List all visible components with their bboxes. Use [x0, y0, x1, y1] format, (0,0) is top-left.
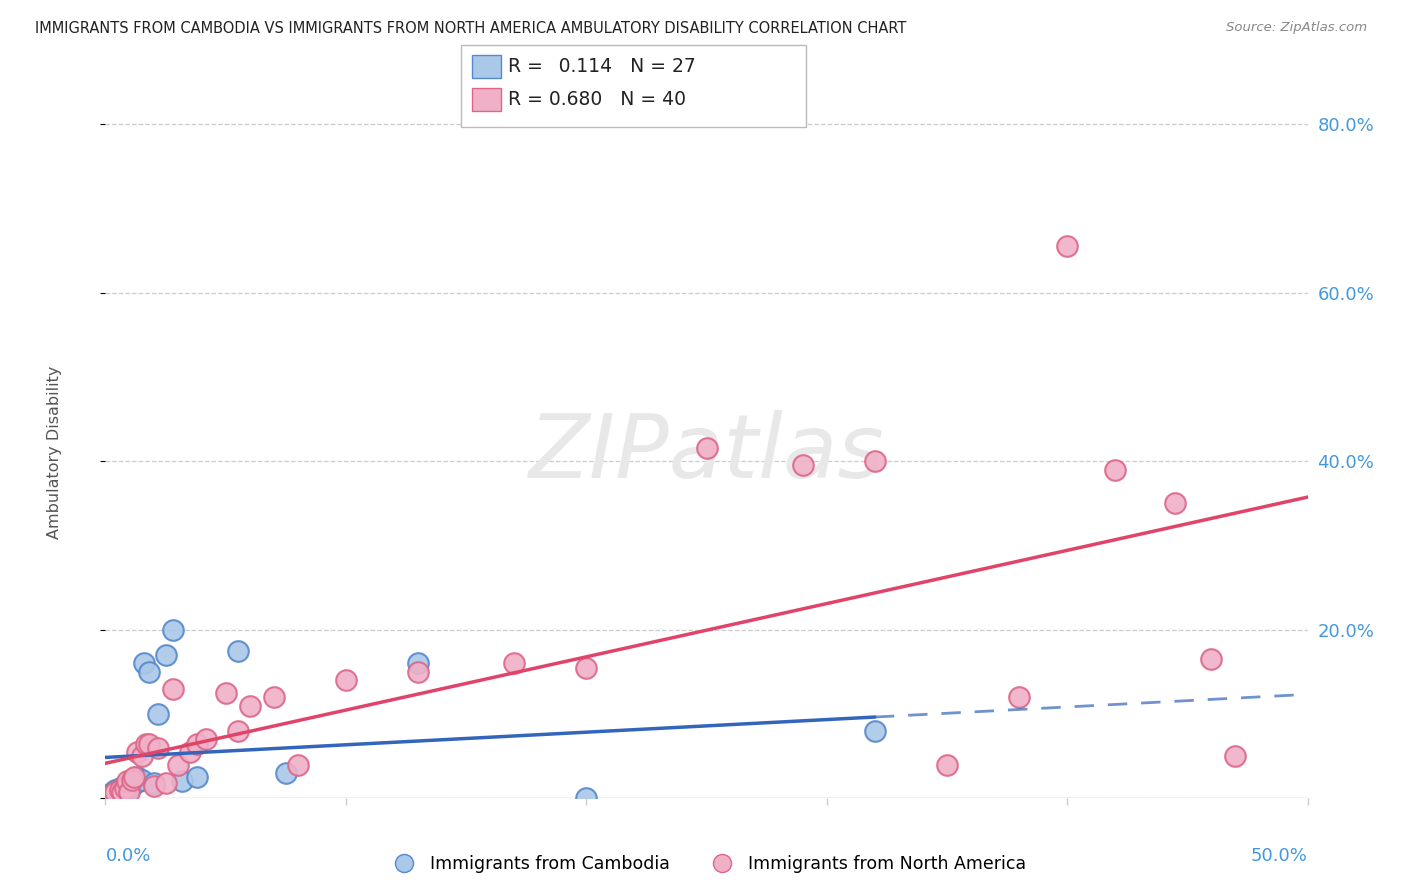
- Point: [179, 745, 201, 759]
- Point: [138, 665, 160, 679]
- Point: [138, 737, 160, 751]
- Point: [186, 737, 208, 751]
- Point: [195, 732, 218, 747]
- Point: [108, 783, 131, 797]
- Text: Ambulatory Disability: Ambulatory Disability: [48, 366, 62, 540]
- Point: [108, 781, 131, 796]
- Point: [1225, 749, 1247, 764]
- Point: [1056, 239, 1078, 253]
- Text: R =   0.114   N = 27: R = 0.114 N = 27: [508, 57, 696, 76]
- Point: [128, 774, 150, 789]
- Point: [166, 757, 188, 772]
- Point: [575, 661, 598, 675]
- Text: Source: ZipAtlas.com: Source: ZipAtlas.com: [1226, 21, 1367, 34]
- Point: [107, 785, 129, 799]
- Point: [132, 657, 155, 671]
- Point: [131, 749, 153, 764]
- Point: [696, 442, 718, 456]
- Point: [155, 776, 177, 790]
- Point: [406, 657, 429, 671]
- Text: ZIPatlas: ZIPatlas: [529, 409, 884, 496]
- Point: [287, 757, 309, 772]
- Point: [575, 791, 598, 805]
- Point: [186, 770, 208, 784]
- Point: [1164, 496, 1187, 510]
- Point: [101, 787, 124, 801]
- Point: [172, 774, 194, 789]
- Point: [863, 723, 886, 738]
- Text: IMMIGRANTS FROM CAMBODIA VS IMMIGRANTS FROM NORTH AMERICA AMBULATORY DISABILITY : IMMIGRANTS FROM CAMBODIA VS IMMIGRANTS F…: [35, 21, 907, 36]
- Point: [226, 644, 249, 658]
- Point: [115, 774, 138, 789]
- Point: [274, 766, 297, 780]
- Point: [142, 776, 165, 790]
- Point: [124, 770, 146, 784]
- Point: [1008, 690, 1031, 705]
- Point: [503, 657, 526, 671]
- Point: [101, 784, 124, 798]
- Point: [104, 784, 127, 798]
- Point: [1201, 652, 1223, 666]
- Legend: Immigrants from Cambodia, Immigrants from North America: Immigrants from Cambodia, Immigrants fro…: [380, 847, 1033, 880]
- Point: [335, 673, 357, 688]
- Point: [155, 648, 177, 662]
- Point: [1104, 462, 1126, 476]
- Point: [162, 623, 184, 637]
- Point: [148, 740, 170, 755]
- Point: [125, 770, 148, 784]
- Point: [131, 772, 153, 787]
- Text: 0.0%: 0.0%: [105, 847, 150, 864]
- Point: [125, 745, 148, 759]
- Point: [121, 772, 143, 787]
- Text: 50.0%: 50.0%: [1251, 847, 1308, 864]
- Point: [104, 783, 127, 797]
- Point: [118, 781, 141, 796]
- Point: [111, 784, 134, 798]
- Point: [124, 776, 146, 790]
- Point: [121, 779, 143, 793]
- Point: [111, 784, 134, 798]
- Point: [115, 783, 138, 797]
- Point: [148, 706, 170, 721]
- Point: [226, 723, 249, 738]
- Point: [936, 757, 959, 772]
- Point: [162, 681, 184, 696]
- Point: [406, 665, 429, 679]
- Text: R = 0.680   N = 40: R = 0.680 N = 40: [508, 90, 686, 109]
- Point: [792, 458, 814, 473]
- Point: [214, 686, 236, 700]
- Point: [114, 779, 136, 793]
- Point: [114, 781, 136, 796]
- Point: [239, 698, 262, 713]
- Point: [142, 779, 165, 793]
- Point: [118, 784, 141, 798]
- Point: [263, 690, 285, 705]
- Point: [135, 737, 157, 751]
- Point: [863, 454, 886, 468]
- Point: [98, 787, 121, 801]
